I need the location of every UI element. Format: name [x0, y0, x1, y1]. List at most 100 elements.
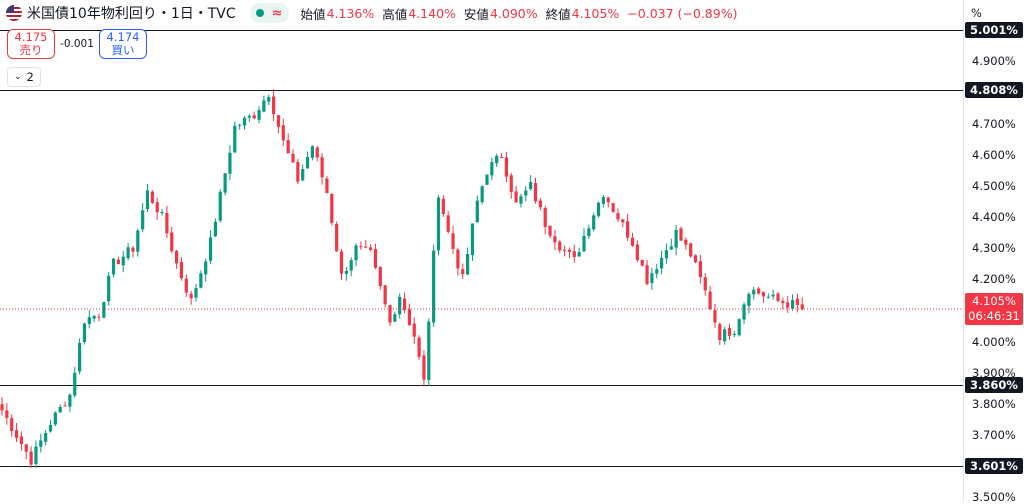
candle: [378, 266, 382, 290]
candle: [349, 257, 353, 277]
candle: [684, 237, 688, 250]
candle: [781, 297, 785, 310]
candle: [509, 172, 513, 199]
candle: [68, 393, 72, 412]
candle: [529, 175, 533, 191]
last-price-badge: 4.105% 06:46:31: [965, 293, 1023, 326]
candle: [179, 257, 184, 281]
horizontal-lines: [0, 30, 963, 467]
candle: [242, 115, 247, 130]
close-value: 4.105%: [571, 5, 620, 21]
y-tick-label: 4.000%: [972, 334, 1016, 349]
y-tick-label: 4.600%: [972, 147, 1016, 162]
candle: [499, 153, 504, 159]
candle: [310, 145, 314, 161]
chevron-down-icon: ⌄: [14, 72, 22, 82]
candle: [223, 172, 227, 196]
candle: [165, 205, 169, 239]
candle: [616, 208, 620, 222]
candle: [538, 197, 542, 211]
candle: [281, 118, 285, 147]
candle: [155, 197, 159, 220]
candle: [786, 296, 790, 313]
candle: [339, 249, 344, 281]
candle: [650, 267, 654, 290]
horizontal-line-badge: 4.808%: [965, 82, 1023, 99]
candle: [727, 323, 732, 340]
candle: [276, 115, 281, 134]
candle: [208, 230, 213, 265]
candle: [790, 294, 795, 311]
candle: [34, 440, 38, 468]
candle: [533, 177, 538, 204]
candle: [291, 149, 295, 163]
market-open-dot-icon: [255, 9, 264, 17]
candle: [582, 228, 586, 253]
trade-panel: 4.175 売り -0.001 4.174 買い: [7, 28, 147, 60]
buy-button[interactable]: 4.174 買い: [99, 29, 147, 59]
market-status-pill[interactable]: ≈: [249, 3, 289, 23]
candle: [655, 264, 659, 279]
candle: [267, 94, 271, 106]
candle: [218, 189, 222, 223]
candle: [732, 331, 736, 338]
candle: [373, 243, 378, 270]
candle: [553, 229, 557, 251]
candle: [693, 254, 698, 264]
y-tick-label: 4.500%: [972, 179, 1016, 194]
wave-icon: ≈: [271, 5, 283, 21]
candle: [461, 263, 465, 280]
candle: [577, 247, 581, 257]
candle: [82, 322, 87, 345]
candle: [417, 335, 421, 360]
candle: [116, 256, 120, 265]
candle: [19, 431, 23, 451]
y-tick-label: 4.900%: [972, 54, 1016, 69]
candle: [441, 195, 445, 217]
candle: [592, 212, 596, 232]
sell-button[interactable]: 4.175 売り: [7, 29, 55, 59]
low-label: 安値: [463, 6, 489, 22]
high-value: 4.140%: [408, 5, 456, 21]
candle: [563, 245, 567, 257]
candle: [136, 228, 140, 257]
candle: [752, 286, 756, 300]
candle: [39, 433, 43, 453]
candle: [199, 270, 203, 289]
candle: [708, 285, 712, 311]
candle: [698, 254, 702, 284]
buy-label: 買い: [111, 43, 135, 57]
candle: [398, 293, 402, 319]
y-tick-label: 3.500%: [972, 490, 1016, 504]
candle: [674, 224, 678, 256]
candle: [771, 289, 775, 300]
candle: [621, 218, 625, 228]
candle: [451, 225, 455, 254]
candle: [87, 310, 91, 329]
candle: [252, 111, 256, 120]
candle: [495, 153, 499, 167]
candle: [131, 245, 135, 258]
candle: [121, 251, 125, 272]
candle: [228, 145, 232, 181]
candle: [97, 313, 101, 322]
candle: [776, 292, 780, 303]
candle: [262, 95, 266, 113]
candle: [635, 240, 639, 262]
candle: [330, 192, 334, 226]
symbol-title[interactable]: 米国債10年物利回り・1日・TVC: [27, 6, 236, 22]
candle: [747, 292, 751, 314]
candle: [703, 273, 707, 296]
candle: [257, 106, 261, 124]
candle: [194, 283, 198, 302]
candle: [107, 272, 111, 306]
candle: [189, 290, 193, 305]
candle: [466, 247, 470, 276]
candle: [53, 411, 57, 427]
candles: [0, 89, 804, 468]
axis-unit[interactable]: %: [971, 6, 982, 20]
candle: [383, 284, 387, 308]
indicators-toggle-button[interactable]: ⌄ 2: [7, 67, 41, 87]
candle: [572, 244, 576, 263]
